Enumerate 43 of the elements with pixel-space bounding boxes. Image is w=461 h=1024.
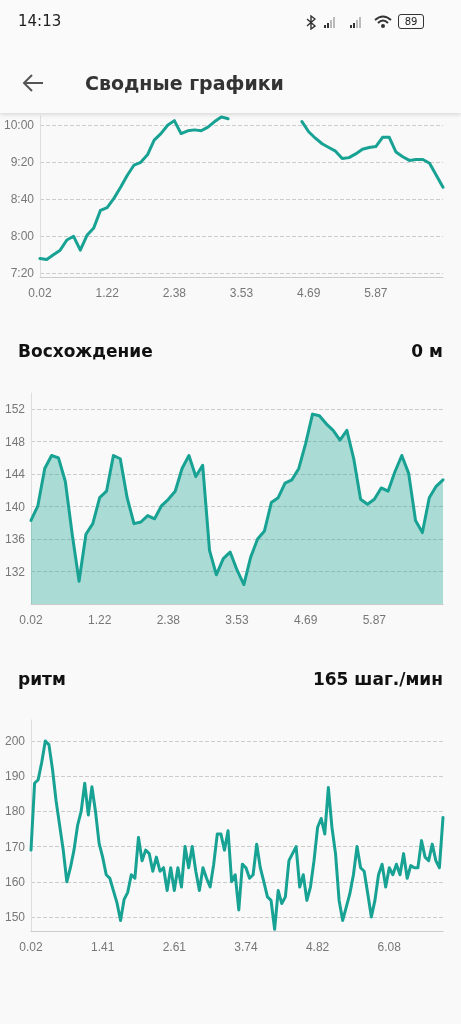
x-tick-label: 2.61: [162, 940, 187, 954]
y-tick-label: 8:00: [10, 229, 35, 244]
chart-title: ритм: [18, 669, 66, 689]
battery-icon: 89: [398, 14, 424, 29]
x-tick-label: 0.02: [28, 286, 52, 300]
chart-title: Восхождение: [18, 341, 153, 361]
x-tick-label: 5.87: [362, 613, 387, 627]
y-tick-label: 10:00: [3, 118, 35, 133]
text: Сводные графики: [85, 72, 284, 94]
x-tick-label: 5.87: [364, 286, 388, 300]
x-tick-label: 0.02: [19, 613, 43, 627]
y-tick-label: 144: [4, 467, 26, 482]
chart-subtitle: 165 шаг./мин: [312, 669, 443, 689]
x-tick-label: 4.69: [296, 286, 321, 300]
x-tick-label: 4.82: [305, 940, 330, 954]
line-series: [29, 739, 445, 931]
x-tick-label: 1.41: [90, 940, 115, 954]
y-tick-label: 8:40: [10, 192, 35, 207]
x-tick-label: 3.53: [229, 286, 254, 300]
x-tick-label: 3.74: [234, 940, 258, 954]
chart-subtitle: 0 м: [411, 341, 443, 361]
y-tick-label: 136: [4, 532, 26, 547]
y-tick-label: 7:20: [10, 266, 35, 281]
y-tick-label: 152: [4, 402, 26, 417]
x-tick-label: 2.38: [162, 286, 187, 300]
y-tick-label: 9:20: [10, 155, 35, 170]
text: 14:13: [18, 12, 62, 30]
y-tick-label: 190: [4, 769, 26, 784]
x-tick-label: 1.22: [87, 613, 112, 627]
y-tick-label: 140: [4, 499, 26, 514]
x-tick-label: 4.69: [293, 613, 318, 627]
y-tick-label: 160: [4, 874, 26, 889]
y-tick-label: 170: [4, 839, 26, 854]
x-tick-label: 1.22: [95, 286, 120, 300]
x-tick-label: 0.02: [19, 940, 43, 954]
y-tick-label: 200: [4, 734, 26, 749]
y-tick-label: 180: [4, 804, 26, 819]
x-tick-label: 2.38: [156, 613, 181, 627]
x-tick-label: 6.08: [377, 940, 402, 954]
y-tick-label: 132: [4, 564, 26, 579]
y-tick-label: 150: [4, 909, 26, 924]
x-tick-label: 3.53: [225, 613, 249, 627]
y-tick-label: 148: [4, 434, 26, 449]
